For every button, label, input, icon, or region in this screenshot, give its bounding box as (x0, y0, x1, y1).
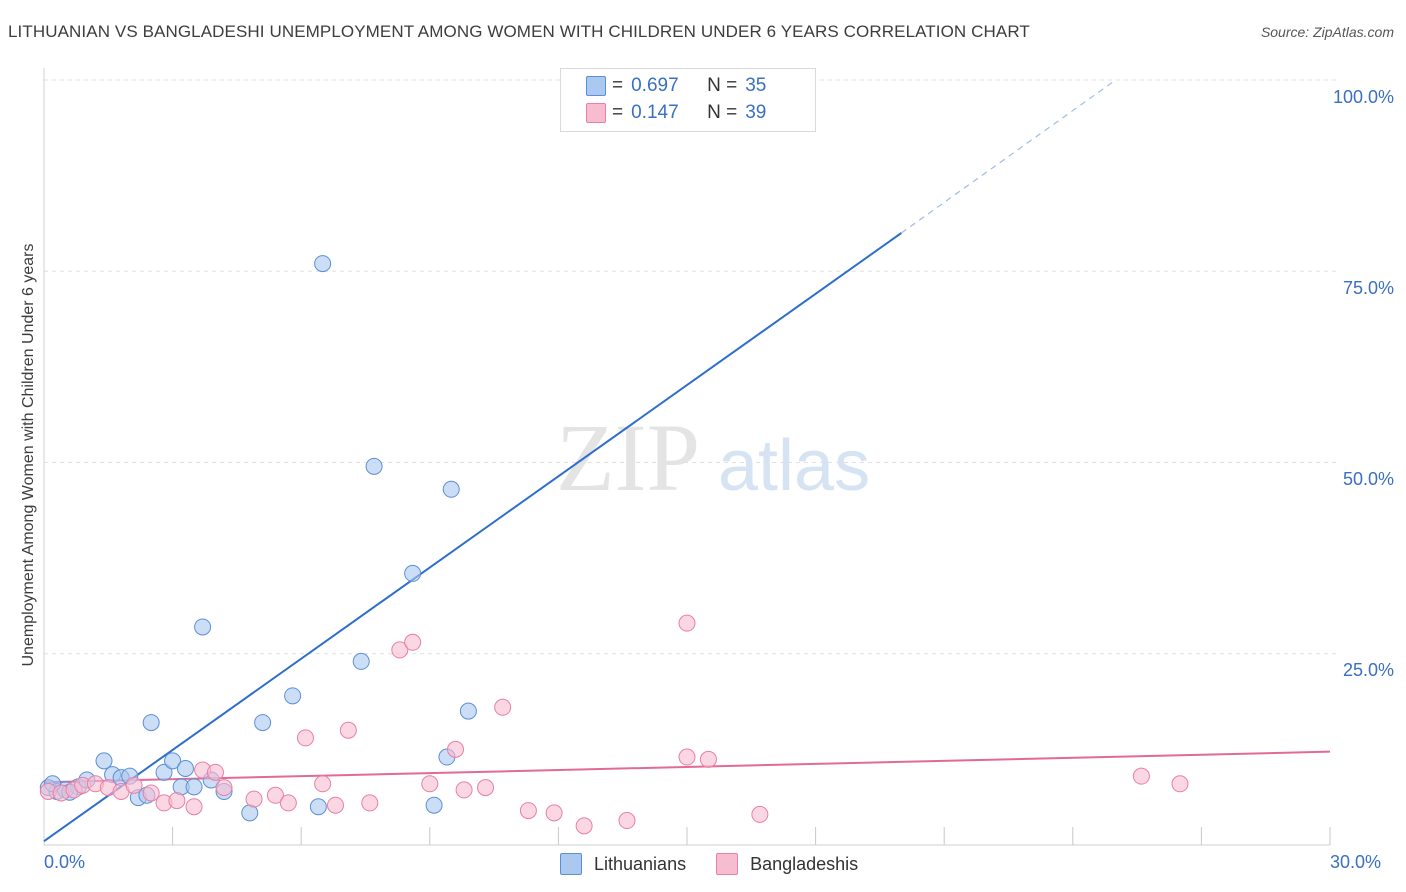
legend-swatch-blue (560, 853, 582, 875)
point-bangladeshis (215, 779, 233, 797)
point-bangladeshis (545, 804, 563, 822)
point-lithuanians (164, 752, 182, 770)
watermark-zip: ZIP (556, 404, 700, 511)
point-bangladeshis (751, 805, 769, 823)
point-bangladeshis (125, 776, 143, 794)
watermark: ZIP atlas (556, 404, 870, 511)
point-lithuanians (404, 564, 422, 582)
y-tick-label-25: 25.0% (1342, 660, 1394, 680)
point-bangladeshis (1171, 775, 1189, 793)
point-bangladeshis (279, 794, 297, 812)
point-bangladeshis (618, 812, 636, 830)
point-bangladeshis (1132, 767, 1150, 785)
point-bangladeshis (404, 633, 422, 651)
legend-n-value: 39 (745, 102, 767, 123)
point-bangladeshis (678, 614, 696, 632)
point-lithuanians (142, 714, 160, 732)
legend-label-bangladeshis: Bangladeshis (750, 853, 859, 874)
point-bangladeshis (314, 775, 332, 793)
point-bangladeshis (421, 775, 439, 793)
point-lithuanians (425, 796, 443, 814)
point-bangladeshis (361, 794, 379, 812)
point-lithuanians (352, 652, 370, 670)
point-bangladeshis (142, 784, 160, 802)
point-bangladeshis (266, 786, 284, 804)
point-bangladeshis (575, 817, 593, 835)
point-bangladeshis (168, 792, 186, 810)
point-bangladeshis (477, 779, 495, 797)
series-legend: Lithuanians Bangladeshis (560, 852, 888, 876)
point-lithuanians (365, 457, 383, 475)
legend-row-bangladeshis: R = 0.147 N = 39 (586, 101, 767, 125)
point-lithuanians (284, 687, 302, 705)
legend-label-lithuanians: Lithuanians (594, 853, 687, 874)
point-bangladeshis (678, 748, 696, 766)
grid-layer (43, 68, 1340, 846)
y-tick-label-100: 100.0% (1332, 87, 1394, 107)
legend-r-value: 0.697 (631, 75, 679, 96)
point-bangladeshis (245, 790, 263, 808)
point-bangladeshis (296, 729, 314, 747)
y-tick-label-50: 50.0% (1342, 469, 1394, 489)
watermark-atlas: atlas (718, 426, 870, 506)
point-lithuanians (314, 255, 332, 273)
point-lithuanians (95, 752, 113, 770)
point-bangladeshis (206, 763, 224, 781)
point-lithuanians (176, 760, 194, 777)
point-lithuanians (309, 798, 327, 816)
legend-r-value: 0.147 (631, 102, 679, 123)
trendline-bangladeshis (43, 750, 1331, 784)
x-tick-label-max: 30.0% (1330, 852, 1382, 872)
x-tick-label-min: 0.0% (44, 852, 86, 872)
legend-n-label: N = (707, 102, 738, 123)
point-bangladeshis (326, 796, 344, 814)
point-bangladeshis (339, 721, 357, 739)
legend-item-bangladeshis: Bangladeshis (716, 853, 858, 875)
chart-title: LITHUANIAN VS BANGLADESHI UNEMPLOYMENT A… (8, 22, 1030, 41)
trend-layer (43, 79, 1331, 842)
point-lithuanians (185, 778, 203, 796)
point-bangladeshis (455, 781, 473, 799)
trendline-lithuanians (43, 232, 902, 842)
point-lithuanians (254, 714, 272, 732)
legend-swatch-blue (586, 76, 606, 96)
point-lithuanians (459, 702, 477, 720)
point-lithuanians (155, 763, 173, 781)
point-bangladeshis (494, 698, 512, 716)
source-label: Source: ZipAtlas.com (1260, 24, 1394, 40)
legend-swatch-pink (586, 103, 606, 123)
stats-legend: R = 0.697 N = 35 R = 0.147 N = 39 (560, 68, 816, 132)
legend-swatch-pink (716, 853, 739, 875)
point-bangladeshis (519, 802, 537, 820)
point-bangladeshis (391, 641, 409, 659)
y-tick-label-75: 75.0% (1342, 278, 1394, 298)
point-bangladeshis (447, 740, 465, 758)
trendline-lithuanians-extension (900, 79, 1117, 234)
point-bangladeshis (185, 798, 203, 816)
legend-n-value: 35 (745, 75, 767, 96)
point-bangladeshis (699, 750, 717, 768)
point-lithuanians (194, 618, 212, 636)
points-layer (39, 75, 1189, 835)
point-lithuanians (442, 480, 460, 498)
legend-n-label: N = (707, 75, 738, 96)
legend-row-lithuanians: R = 0.697 N = 35 (586, 74, 767, 98)
legend-item-lithuanians: Lithuanians (560, 853, 686, 875)
